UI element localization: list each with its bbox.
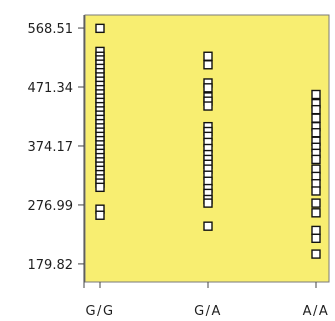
data-point: [311, 104, 321, 115]
y-tick-label: 568.51: [28, 22, 74, 37]
data-point: [95, 210, 105, 220]
data-point: [311, 249, 321, 259]
y-tick-label: 276.99: [28, 199, 74, 214]
y-tick-label: 471.34: [28, 81, 74, 96]
data-point: [311, 186, 321, 196]
data-point: [311, 233, 321, 244]
data-point: [311, 113, 321, 123]
x-category-labels: G/G G/A A/A: [85, 304, 330, 319]
x-tick-marks: [99, 282, 317, 288]
x-category-label: G/G: [85, 304, 114, 319]
data-points: [95, 23, 321, 259]
data-point: [311, 154, 321, 165]
data-point: [203, 101, 213, 111]
data-point: [311, 128, 321, 138]
data-point: [203, 221, 213, 231]
data-point: [203, 198, 213, 208]
y-tick-marks: [78, 27, 84, 265]
x-category-label: A/A: [303, 304, 330, 319]
x-category-label: G/A: [194, 304, 222, 319]
y-tick-labels: 568.51 471.34 374.17 276.99 179.82: [28, 22, 74, 273]
y-tick-label: 374.17: [28, 140, 74, 155]
data-point: [311, 208, 321, 218]
data-point: [311, 225, 321, 236]
data-point: [203, 51, 213, 61]
data-point: [311, 89, 321, 100]
data-point: [95, 23, 105, 34]
data-point: [203, 83, 213, 93]
data-point: [203, 60, 213, 70]
data-point: [95, 182, 105, 193]
data-point: [311, 198, 321, 208]
y-tick-label: 179.82: [28, 258, 74, 273]
